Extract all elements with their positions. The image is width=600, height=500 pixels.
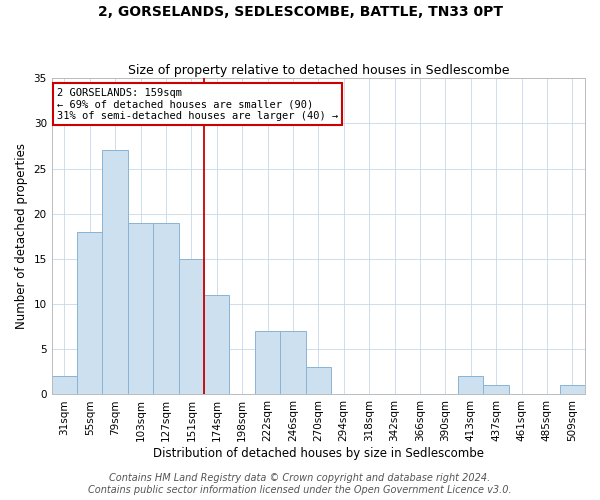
- Bar: [458, 376, 484, 394]
- Y-axis label: Number of detached properties: Number of detached properties: [15, 144, 28, 330]
- Bar: [484, 386, 509, 394]
- Bar: [179, 259, 204, 394]
- Bar: [305, 368, 331, 394]
- Text: 2, GORSELANDS, SEDLESCOMBE, BATTLE, TN33 0PT: 2, GORSELANDS, SEDLESCOMBE, BATTLE, TN33…: [97, 5, 503, 19]
- Bar: [560, 386, 585, 394]
- Bar: [280, 331, 305, 394]
- Bar: [255, 331, 280, 394]
- Bar: [153, 223, 179, 394]
- Text: Contains HM Land Registry data © Crown copyright and database right 2024.
Contai: Contains HM Land Registry data © Crown c…: [88, 474, 512, 495]
- Bar: [103, 150, 128, 394]
- Bar: [77, 232, 103, 394]
- Bar: [128, 223, 153, 394]
- Title: Size of property relative to detached houses in Sedlescombe: Size of property relative to detached ho…: [128, 64, 509, 77]
- Text: 2 GORSELANDS: 159sqm
← 69% of detached houses are smaller (90)
31% of semi-detac: 2 GORSELANDS: 159sqm ← 69% of detached h…: [57, 88, 338, 121]
- Bar: [52, 376, 77, 394]
- Bar: [204, 295, 229, 394]
- X-axis label: Distribution of detached houses by size in Sedlescombe: Distribution of detached houses by size …: [153, 447, 484, 460]
